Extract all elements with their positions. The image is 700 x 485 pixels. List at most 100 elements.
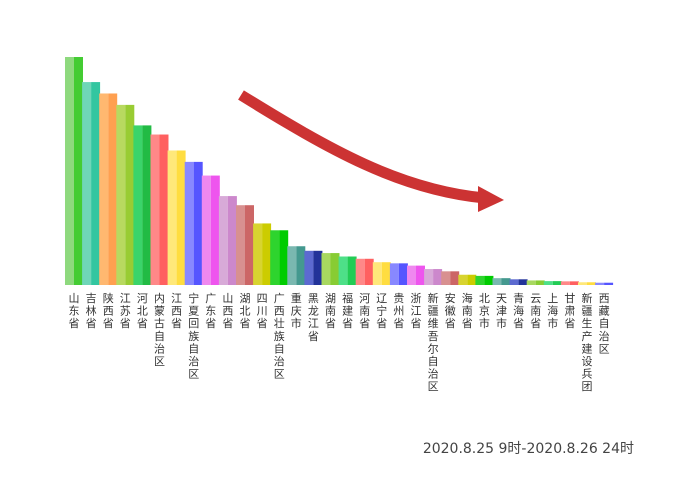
category-label: 广西壮族自治区	[274, 292, 285, 381]
bar-right-half	[450, 271, 460, 285]
bar	[167, 150, 186, 285]
bar-right-half	[108, 93, 118, 285]
trend-arrow-shaft	[238, 90, 486, 204]
bar	[407, 265, 425, 285]
bar-left-half	[82, 82, 92, 285]
bar-left-half	[560, 281, 570, 285]
category-label: 上海市	[547, 292, 558, 330]
bar-left-half	[389, 263, 399, 285]
bar-left-half	[475, 275, 485, 285]
bar-left-half	[167, 150, 177, 285]
bar-left-half	[253, 223, 263, 285]
category-label: 甘肃省	[564, 292, 575, 330]
bar	[578, 282, 596, 285]
bar	[82, 82, 101, 285]
bar-left-half	[304, 250, 314, 285]
category-label: 陕西省	[103, 291, 114, 330]
bar-right-half	[484, 275, 494, 285]
category-label: 福建省	[342, 291, 353, 330]
bar-right-half	[193, 161, 203, 285]
bar	[595, 282, 614, 285]
category-label: 重庆市	[291, 291, 302, 330]
category-label: 西藏自治区	[599, 292, 610, 355]
bar-right-half	[518, 279, 528, 285]
category-label: 四川省	[257, 292, 268, 330]
bar-left-half	[338, 256, 348, 285]
bar-left-half	[492, 278, 502, 285]
bar-left-half	[270, 230, 280, 285]
bar	[509, 279, 528, 285]
bar-right-half	[569, 281, 579, 285]
category-label: 天津市	[496, 292, 507, 330]
bar	[475, 275, 494, 285]
category-label: 青海省	[513, 292, 524, 330]
bar	[236, 205, 254, 285]
category-label: 内蒙古自治区	[154, 291, 165, 368]
category-label: 浙江省	[411, 292, 422, 330]
bar	[389, 263, 408, 285]
bar	[441, 271, 460, 285]
bar-right-half	[227, 196, 237, 285]
category-label: 安徽省	[445, 291, 456, 330]
category-label: 新疆生产建设兵团	[582, 291, 593, 393]
bar	[372, 262, 391, 285]
bar-left-half	[150, 134, 160, 285]
bar-right-half	[330, 253, 340, 285]
category-label: 江苏省	[120, 292, 131, 330]
category-label: 宁夏回族自治区	[188, 291, 199, 381]
bar	[543, 281, 562, 285]
category-label: 山西省	[222, 292, 233, 330]
bar-left-half	[509, 279, 519, 285]
bar-right-half	[245, 205, 254, 285]
bar-left-half	[236, 205, 245, 285]
bar-right-half	[381, 262, 391, 285]
bar-right-half	[91, 82, 101, 285]
bar-left-half	[65, 57, 74, 285]
bar-left-half	[407, 265, 416, 285]
bar	[560, 281, 579, 285]
bar	[321, 253, 340, 285]
category-label: 云南省	[530, 292, 541, 330]
category-label: 吉林省	[86, 292, 97, 330]
bar-right-half	[313, 250, 323, 285]
bar	[355, 258, 374, 285]
bar-left-half	[441, 271, 451, 285]
category-label: 江西省	[171, 292, 182, 330]
bar	[424, 269, 443, 285]
bar	[304, 250, 323, 285]
category-label: 河南省	[359, 292, 370, 330]
bar-right-half	[433, 269, 443, 285]
bar-right-half	[501, 278, 511, 285]
bar-right-half	[176, 150, 186, 285]
bar	[201, 175, 220, 285]
category-label: 北京市	[479, 292, 490, 330]
bar-right-half	[74, 57, 83, 285]
bar-right-half	[398, 263, 408, 285]
bar	[287, 246, 306, 285]
bar-right-half	[125, 104, 135, 285]
category-label: 贵州省	[393, 292, 404, 330]
bar-left-half	[355, 258, 365, 285]
category-label: 广东省	[205, 292, 216, 330]
bar	[99, 93, 118, 285]
bar	[526, 280, 545, 285]
bar	[270, 230, 289, 285]
bar-group	[65, 57, 614, 286]
bar-right-half	[347, 256, 357, 285]
trend-arrow	[238, 90, 504, 212]
date-range-annotation: 2020.8.25 9时-2020.8.26 24时	[422, 441, 634, 457]
bar-left-half	[116, 104, 126, 285]
bar-right-half	[296, 246, 306, 285]
bar-left-half	[595, 282, 605, 285]
bar	[116, 104, 135, 285]
bar-left-half	[218, 196, 228, 285]
bar-right-half	[210, 175, 220, 285]
bar-right-half	[364, 258, 374, 285]
bar-right-half	[604, 282, 614, 285]
category-label: 新疆维吾尔自治区	[428, 291, 439, 393]
bar	[492, 278, 511, 285]
category-label-group: 山东省吉林省陕西省江苏省河北省内蒙古自治区江西省宁夏回族自治区广东省山西省湖北省…	[69, 291, 610, 393]
category-label: 河北省	[137, 292, 148, 330]
bar-right-half	[552, 281, 562, 285]
bar-left-half	[372, 262, 382, 285]
